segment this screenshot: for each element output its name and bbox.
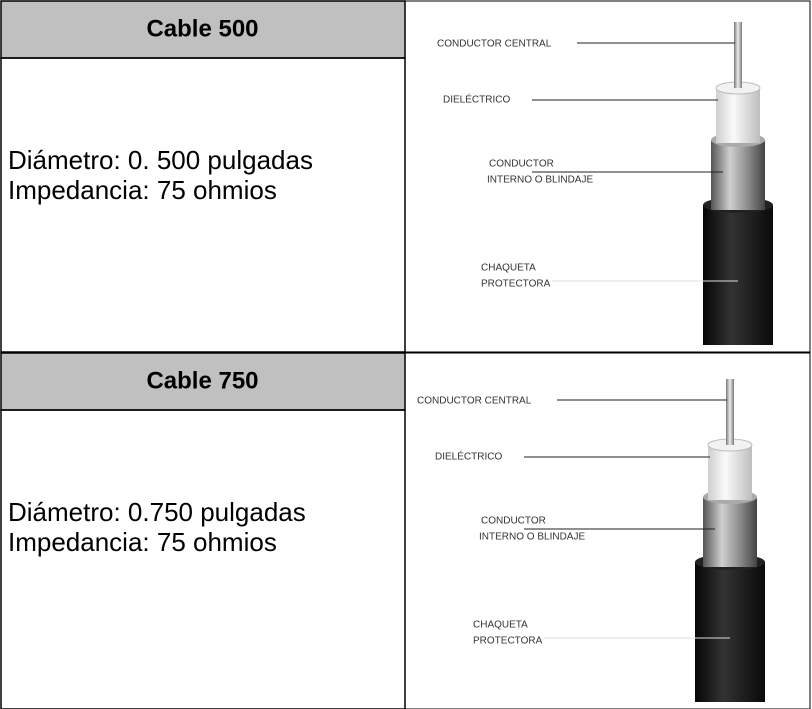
diagram-label: CONDUCTOR	[481, 516, 546, 527]
diagram-label: INTERNO O BLINDAJE	[479, 532, 585, 543]
diagram-label: DIELÉCTRICO	[435, 450, 502, 463]
diagram-label: INTERNO O BLINDAJE	[487, 175, 593, 186]
image-cell	[404, 352, 811, 709]
cell-title: Cable 500	[146, 15, 258, 42]
spec-line: Impedancia: 75 ohmios	[8, 527, 277, 557]
diagram-label: PROTECTORA	[473, 636, 543, 647]
wire	[726, 379, 734, 445]
diagram-label: CONDUCTOR CENTRAL	[437, 39, 552, 50]
header-cell	[0, 0, 406, 59]
diagram-label: CONDUCTOR CENTRAL	[417, 396, 532, 407]
cell-title: Cable 750	[146, 367, 258, 394]
jacket	[695, 562, 765, 702]
spec-line: Diámetro: 0. 500 pulgadas	[8, 145, 313, 175]
diagram-label: PROTECTORA	[481, 279, 551, 290]
dielectric	[716, 88, 760, 143]
body-cell	[0, 57, 406, 353]
shield	[703, 497, 757, 567]
image-cell	[404, 0, 811, 353]
diagram-label: CHAQUETA	[481, 263, 536, 274]
spec-line: Diámetro: 0.750 pulgadas	[8, 497, 306, 527]
wire	[734, 22, 742, 88]
body-cell	[0, 409, 406, 709]
shield	[711, 140, 765, 210]
diagram-label: DIELÉCTRICO	[443, 93, 510, 106]
diagram-label: CONDUCTOR	[489, 159, 554, 170]
jacket	[703, 205, 773, 345]
diagram-label: CHAQUETA	[473, 620, 528, 631]
dielectric	[708, 445, 752, 500]
spec-line: Impedancia: 75 ohmios	[8, 175, 277, 205]
